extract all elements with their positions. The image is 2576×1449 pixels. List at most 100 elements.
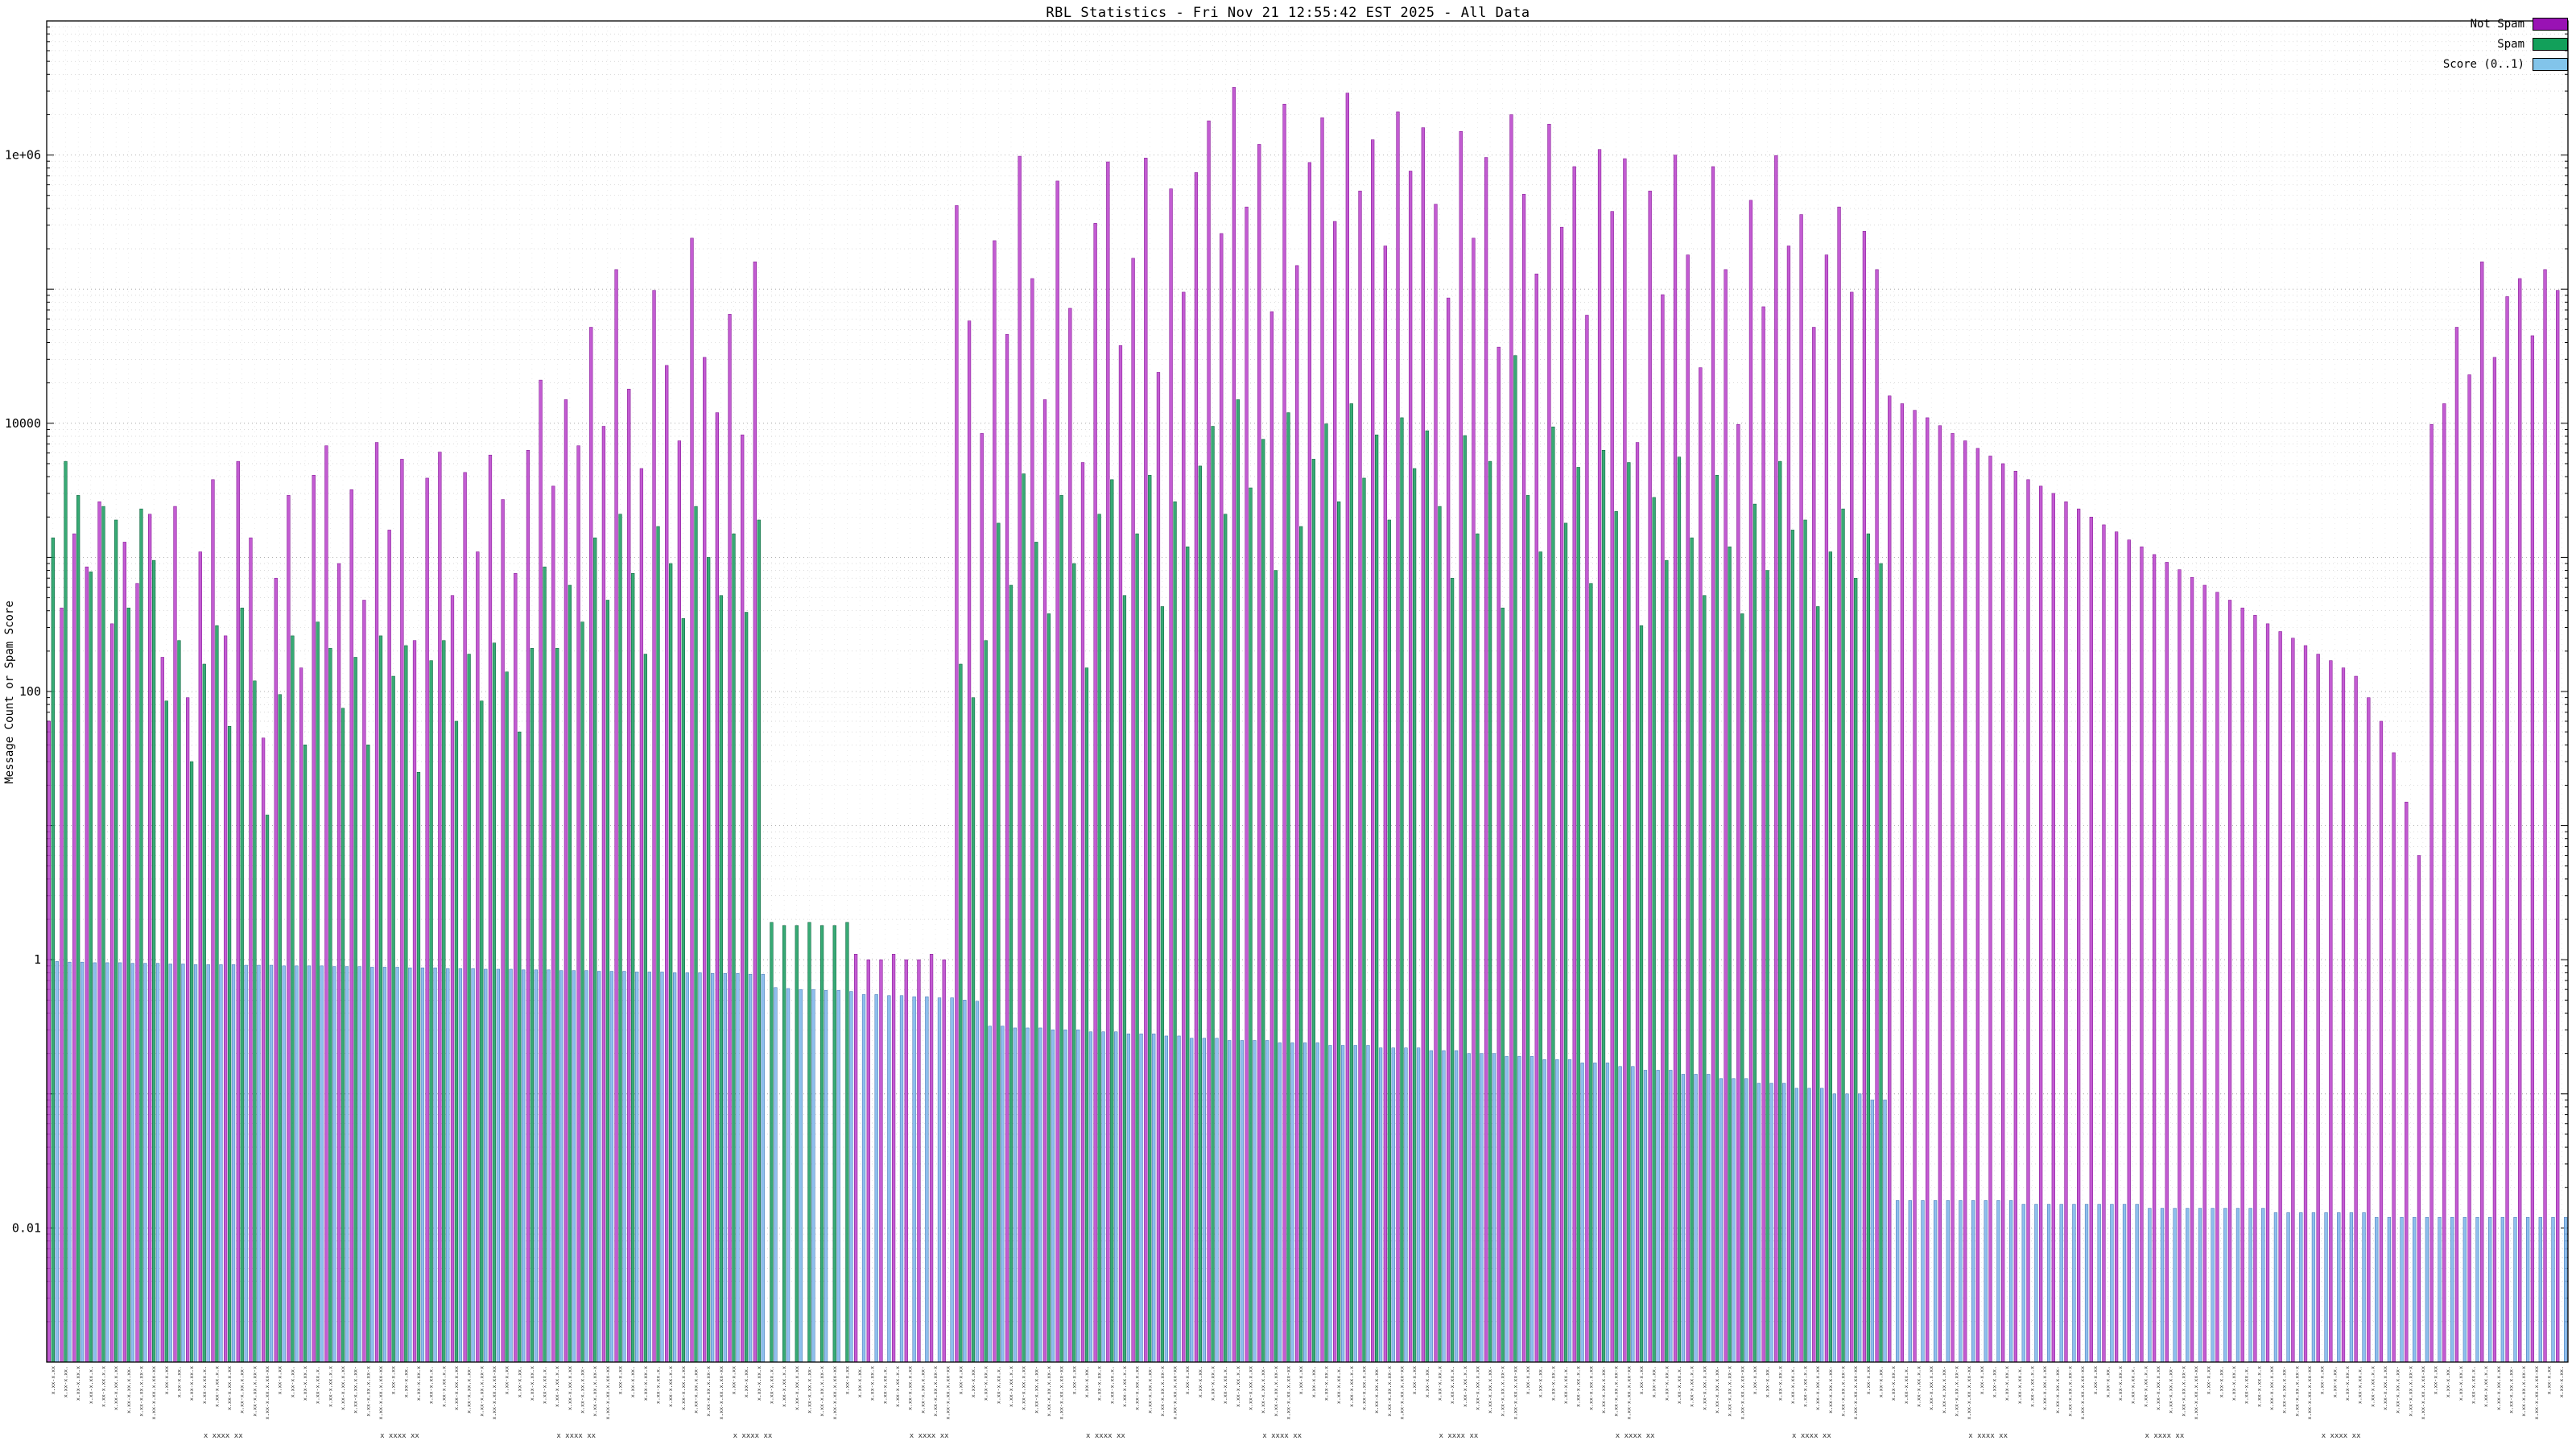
svg-text:x xxxx xx: x xxxx xx — [380, 1432, 419, 1440]
svg-text:x.xx-x.xx.: x.xx-x.xx. — [2445, 1366, 2451, 1397]
svg-text:x.xx-x.xx.x.xx-x: x.xx-x.xx.x.xx-x — [1613, 1366, 1620, 1417]
svg-text:x.xx-x.xx.x.xx-x: x.xx-x.xx.x.xx-x — [1500, 1366, 1506, 1417]
svg-text:x.xx-x.xx.: x.xx-x.xx. — [743, 1366, 749, 1397]
legend-label-not-spam: Not Spam — [2470, 18, 2524, 31]
svg-text:x.xx-x.xx.x: x.xx-x.xx.x — [188, 1366, 195, 1401]
svg-text:x.xx-x.xx: x.xx-x.xx — [1979, 1366, 1985, 1394]
svg-text:x.xx-x.xx.x.xx-xx: x.xx-x.xx.x.xx-xx — [1512, 1366, 1518, 1420]
svg-text:x.xx-x.xx.x.xx-: x.xx-x.xx.x.xx- — [1033, 1366, 1039, 1414]
svg-text:x.xx-x.xx: x.xx-x.xx — [2319, 1366, 2326, 1394]
svg-text:x.xx-x.xx.x.xx-xx: x.xx-x.xx.x.xx-xx — [2079, 1366, 2086, 1420]
svg-text:x.xx-x.xx.x.xx: x.xx-x.xx.x.xx — [680, 1366, 687, 1410]
svg-text:x.xx-x.xx.x.x: x.xx-x.xx.x.x — [213, 1366, 220, 1407]
svg-text:x.xx-x.xx.: x.xx-x.xx. — [1424, 1366, 1430, 1397]
svg-text:x.xx-x.xx.x.xx-xx: x.xx-x.xx.x.xx-xx — [378, 1366, 384, 1420]
svg-text:x.xx-x.xx.: x.xx-x.xx. — [175, 1366, 182, 1397]
svg-text:x.xx-x.xx.x.xx-x: x.xx-x.xx.x.xx-x — [1159, 1366, 1166, 1417]
svg-text:x.xx-x.xx.x.xx-xx: x.xx-x.xx.x.xx-xx — [2420, 1366, 2426, 1420]
svg-text:x.xx-x.xx.: x.xx-x.xx. — [1878, 1366, 1885, 1397]
svg-text:x.xx-x.xx.x.xx-: x.xx-x.xx.x.xx- — [1146, 1366, 1153, 1414]
svg-text:x.xx-x.xx.x.: x.xx-x.xx.x. — [881, 1366, 888, 1404]
svg-text:x.xx-x.xx.: x.xx-x.xx. — [1538, 1366, 1544, 1397]
svg-text:x.xx-x.xx.x.xx-xx: x.xx-x.xx.x.xx-xx — [2193, 1366, 2199, 1420]
svg-text:x.xx-x.xx: x.xx-x.xx — [1411, 1366, 1418, 1394]
svg-text:x xxxx xx: x xxxx xx — [733, 1432, 773, 1440]
svg-text:x.xx-x.xx.x.x: x.xx-x.xx.x.x — [554, 1366, 560, 1407]
svg-text:x.xx-x.xx.x.xx-xx: x.xx-x.xx.x.xx-xx — [1966, 1366, 1972, 1420]
svg-text:x.xx-x.xx.x.xx-x: x.xx-x.xx.x.xx-x — [819, 1366, 825, 1417]
svg-text:x.xx-x.xx.x.xx-xx: x.xx-x.xx.x.xx-xx — [264, 1366, 270, 1420]
svg-text:x.xx-x.xx.x.xx-: x.xx-x.xx.x.xx- — [126, 1366, 132, 1414]
svg-text:x.xx-x.xx.x.x: x.xx-x.xx.x.x — [100, 1366, 106, 1407]
svg-text:x.xx-x.xx.x.xx: x.xx-x.xx.x.xx — [226, 1366, 233, 1410]
svg-text:x.xx-x.xx.x.x: x.xx-x.xx.x.x — [2483, 1366, 2489, 1407]
svg-text:x.xx-x.xx.x.xx: x.xx-x.xx.x.xx — [794, 1366, 800, 1410]
svg-text:x.xx-x.xx.x: x.xx-x.xx.x — [1550, 1366, 1556, 1401]
svg-text:x xxxx xx: x xxxx xx — [204, 1432, 243, 1440]
svg-text:x.xx-x.xx: x.xx-x.xx — [617, 1366, 624, 1394]
svg-text:x.xx-x.xx.x: x.xx-x.xx.x — [2231, 1366, 2237, 1401]
svg-text:x.xx-x.xx.x.xx-xx: x.xx-x.xx.x.xx-xx — [1059, 1366, 1065, 1420]
svg-text:x.xx-x.xx.x.: x.xx-x.xx.x. — [1222, 1366, 1228, 1404]
svg-text:x.xx-x.xx.x.xx-x: x.xx-x.xx.x.xx-x — [705, 1366, 712, 1417]
svg-text:x.xx-x.xx.x.xx: x.xx-x.xx.x.xx — [1474, 1366, 1480, 1410]
svg-text:x xxxx xx: x xxxx xx — [556, 1432, 596, 1440]
svg-text:x.xx-x.xx.x.xx-: x.xx-x.xx.x.xx- — [580, 1366, 586, 1414]
svg-text:x.xx-x.xx.x.xx-x: x.xx-x.xx.x.xx-x — [2293, 1366, 2300, 1417]
svg-text:x.xx-x.xx.x.: x.xx-x.xx.x. — [2017, 1366, 2023, 1404]
svg-text:x.xx-x.xx.x.xx-x: x.xx-x.xx.x.xx-x — [932, 1366, 939, 1417]
legend-row-score: Score (0..1) — [2443, 58, 2568, 71]
svg-text:x xxxx xx: x xxxx xx — [1262, 1432, 1302, 1440]
svg-text:x.xx-x.xx.x.xx-x: x.xx-x.xx.x.xx-x — [1273, 1366, 1279, 1417]
svg-text:x.xx-x.xx: x.xx-x.xx — [730, 1366, 737, 1394]
svg-text:x.xx-x.xx.: x.xx-x.xx. — [630, 1366, 636, 1397]
svg-text:x.xx-x.xx.x.: x.xx-x.xx.x. — [1108, 1366, 1115, 1404]
svg-text:x.xx-x.xx.: x.xx-x.xx. — [2104, 1366, 2111, 1397]
svg-text:x.xx-x.xx.x.x: x.xx-x.xx.x.x — [1462, 1366, 1468, 1407]
svg-text:x.xx-x.xx.x.: x.xx-x.xx.x. — [2471, 1366, 2477, 1404]
svg-text:x.xx-x.xx.x: x.xx-x.xx.x — [302, 1366, 308, 1401]
svg-text:x.xx-x.xx.x.xx-: x.xx-x.xx.x.xx- — [2168, 1366, 2174, 1414]
svg-text:x.xx-x.xx.x.xx-x: x.xx-x.xx.x.xx-x — [2180, 1366, 2186, 1417]
svg-text:x.xx-x.xx.x.xx-xx: x.xx-x.xx.x.xx-xx — [1286, 1366, 1292, 1420]
svg-text:x.xx-x.xx.x.x: x.xx-x.xx.x.x — [1008, 1366, 1014, 1407]
svg-text:x.xx-x.xx.x.xx-xx: x.xx-x.xx.x.xx-xx — [1739, 1366, 1745, 1420]
svg-text:x.xx-x.xx.x.x: x.xx-x.xx.x.x — [1802, 1366, 1809, 1407]
legend-swatch-score — [2533, 58, 2568, 71]
svg-text:x.xx-x.xx.: x.xx-x.xx. — [289, 1366, 295, 1397]
legend-swatch-spam — [2533, 38, 2568, 51]
svg-text:x.xx-x.xx.x.xx-: x.xx-x.xx.x.xx- — [692, 1366, 699, 1414]
svg-text:x.xx-x.xx: x.xx-x.xx — [1071, 1366, 1077, 1394]
legend-row-not-spam: Not Spam — [2443, 18, 2568, 31]
svg-text:x.xx-x.xx.x.xx-xx: x.xx-x.xx.x.xx-xx — [151, 1366, 157, 1420]
svg-text:x.xx-x.xx.x.xx-: x.xx-x.xx.x.xx- — [466, 1366, 473, 1414]
svg-text:x.xx-x.xx.: x.xx-x.xx. — [1197, 1366, 1203, 1397]
svg-text:x xxxx xx: x xxxx xx — [1439, 1432, 1479, 1440]
svg-text:1: 1 — [34, 952, 41, 967]
svg-text:x.xx-x.xx.x.xx-xx: x.xx-x.xx.x.xx-xx — [2306, 1366, 2313, 1420]
svg-text:x.xx-x.xx: x.xx-x.xx — [277, 1366, 283, 1394]
svg-text:x.xx-x.xx.: x.xx-x.xx. — [2218, 1366, 2224, 1397]
svg-text:x.xx-x.xx.x.: x.xx-x.xx.x. — [2357, 1366, 2363, 1404]
svg-text:x.xx-x.xx.x.xx-: x.xx-x.xx.x.xx- — [2054, 1366, 2061, 1414]
svg-text:x.xx-x.xx.x.x: x.xx-x.xx.x.x — [2369, 1366, 2376, 1407]
svg-text:x.xx-x.xx.x.xx: x.xx-x.xx.x.xx — [1360, 1366, 1367, 1410]
svg-text:x.xx-x.xx.x: x.xx-x.xx.x — [1777, 1366, 1783, 1401]
svg-text:x.xx-x.xx.x.xx-: x.xx-x.xx.x.xx- — [1600, 1366, 1607, 1414]
svg-text:x xxxx xx: x xxxx xx — [1968, 1432, 2008, 1440]
svg-text:x.xx-x.xx.x: x.xx-x.xx.x — [1323, 1366, 1329, 1401]
svg-text:x.xx-x.xx.x.: x.xx-x.xx.x. — [1563, 1366, 1569, 1404]
svg-text:x.xx-x.xx.x: x.xx-x.xx.x — [529, 1366, 535, 1401]
svg-text:x.xx-x.xx.x.x: x.xx-x.xx.x.x — [1121, 1366, 1128, 1407]
svg-text:x.xx-x.xx: x.xx-x.xx — [2433, 1366, 2439, 1394]
svg-text:x.xx-x.xx.x.: x.xx-x.xx.x. — [88, 1366, 94, 1404]
svg-text:10000: 10000 — [5, 416, 41, 431]
svg-text:x.xx-x.xx.x: x.xx-x.xx.x — [415, 1366, 422, 1401]
svg-text:x.xx-x.xx.x.xx-xx: x.xx-x.xx.x.xx-xx — [1398, 1366, 1405, 1420]
svg-text:x.xx-x.xx.x.x: x.xx-x.xx.x.x — [2142, 1366, 2149, 1407]
svg-text:x.xx-x.xx.x.xx: x.xx-x.xx.x.xx — [340, 1366, 346, 1410]
svg-text:x.xx-x.xx.x.: x.xx-x.xx.x. — [315, 1366, 321, 1404]
svg-text:x.xx-x.xx: x.xx-x.xx — [504, 1366, 510, 1394]
svg-text:x.xx-x.xx.x.xx: x.xx-x.xx.x.xx — [907, 1366, 914, 1410]
svg-text:x.xx-x.xx.x.: x.xx-x.xx.x. — [1449, 1366, 1455, 1404]
